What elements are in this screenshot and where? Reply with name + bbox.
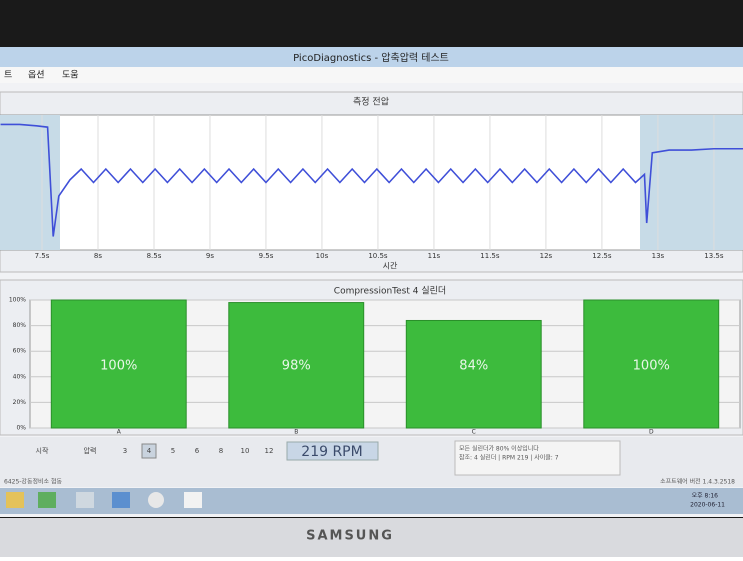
- info-box: [454, 440, 621, 476]
- bar: [50, 299, 187, 429]
- x-tick-label: 12.5s: [592, 252, 612, 260]
- taskbar-icon[interactable]: [6, 492, 24, 508]
- bar-label: 100%: [633, 359, 670, 374]
- x-tick-label: 11s: [428, 252, 441, 260]
- x-tick-label: 13.5s: [704, 252, 724, 260]
- laptop-body: [0, 518, 743, 557]
- status-text: 6425-강동정비소 협동: [4, 478, 62, 486]
- x-tick-label: 7.5s: [35, 252, 50, 260]
- taskbar-icon[interactable]: [184, 492, 202, 508]
- x-tick-label: 10.5s: [368, 252, 388, 260]
- taskbar-icon[interactable]: [76, 492, 94, 508]
- x-tick-label: 11.5s: [480, 252, 500, 260]
- taskbar: [0, 488, 743, 514]
- cylinder-button[interactable]: 12: [265, 447, 274, 455]
- bar: [228, 302, 365, 429]
- menu-item[interactable]: 옵션: [28, 70, 45, 81]
- info-text: 참조: 4 실린더 | RPM 219 | 사이클: 7: [459, 454, 559, 462]
- y-tick-label: 100%: [9, 297, 26, 304]
- menu-bar: [0, 67, 743, 83]
- x-tick-label: B: [294, 429, 298, 436]
- shaded-region: [640, 115, 743, 250]
- selected-cylinder: [141, 443, 157, 459]
- x-tick-label: 9s: [206, 252, 214, 260]
- chart-title: CompressionTest 4 실린더: [334, 286, 446, 297]
- pressure-button[interactable]: 압력: [84, 447, 97, 455]
- x-tick-label: 13s: [652, 252, 665, 260]
- brand: SAMSUNG: [306, 529, 394, 544]
- y-tick-label: 20%: [13, 399, 27, 406]
- version: 소프트웨어 버전 1.4.3.2518: [660, 478, 735, 486]
- cylinder-button[interactable]: 6: [195, 447, 200, 455]
- x-tick-label: D: [649, 429, 654, 436]
- x-tick-label: A: [117, 429, 122, 436]
- taskbar-icon[interactable]: [148, 492, 164, 508]
- y-tick-label: 0%: [16, 425, 26, 432]
- menu-item[interactable]: 도움: [62, 70, 79, 81]
- x-tick-label: 10s: [316, 252, 329, 260]
- menu-item[interactable]: 트: [4, 71, 12, 81]
- x-tick-label: 12s: [540, 252, 553, 260]
- clock-date: 2020-06-11: [690, 502, 725, 509]
- window-title: PicoDiagnostics - 압축압력 테스트: [293, 51, 449, 64]
- bar-label: 84%: [459, 359, 488, 374]
- clock-time: 오후 8:16: [692, 492, 719, 500]
- rpm-value: 219 RPM: [301, 444, 362, 460]
- x-tick-label: C: [472, 429, 476, 436]
- y-tick-label: 60%: [13, 348, 27, 355]
- taskbar-icon[interactable]: [112, 492, 130, 508]
- bar-label: 100%: [100, 359, 137, 374]
- x-tick-label: 8.5s: [147, 252, 162, 260]
- x-axis-label: 시간: [383, 261, 398, 271]
- y-tick-label: 40%: [13, 373, 27, 380]
- y-tick-label: 80%: [13, 322, 27, 329]
- rpm-display: [286, 441, 379, 461]
- voltage-line: [0, 123, 743, 237]
- taskbar-icon[interactable]: [38, 492, 56, 508]
- cylinder-button[interactable]: 4: [147, 447, 152, 455]
- bar-label: 98%: [282, 359, 311, 374]
- x-tick-label: 8s: [94, 252, 102, 260]
- cylinder-button[interactable]: 5: [171, 447, 175, 455]
- start-button[interactable]: 시작: [36, 446, 49, 455]
- chart-title: 측정 전압: [353, 96, 389, 108]
- plot-area: [0, 114, 743, 251]
- title-bar: [0, 47, 743, 67]
- cylinder-button[interactable]: 10: [241, 447, 250, 455]
- info-text: 모든 실린더가 80% 이상입니다: [459, 445, 539, 453]
- cylinder-button[interactable]: 3: [123, 447, 127, 455]
- bar: [405, 319, 542, 429]
- x-tick-label: 9.5s: [259, 252, 274, 260]
- bar: [583, 299, 720, 429]
- cylinder-button[interactable]: 8: [219, 447, 223, 455]
